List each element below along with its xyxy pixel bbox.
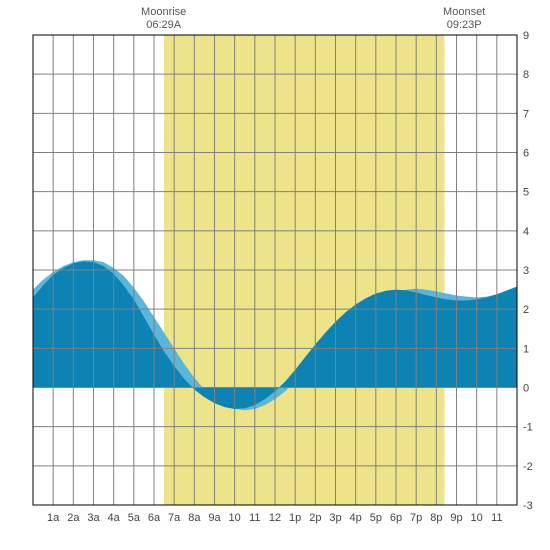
x-tick-label: 6p <box>390 512 402 524</box>
x-tick-label: 3p <box>329 512 341 524</box>
y-tick-label: -1 <box>523 422 533 434</box>
y-tick-label: 7 <box>523 108 529 120</box>
x-tick-label: 11 <box>491 512 502 524</box>
x-tick-label: 6a <box>148 512 161 524</box>
moonrise-time: 06:29A <box>146 19 182 31</box>
y-tick-label: 8 <box>523 69 529 81</box>
y-tick-label: 9 <box>523 30 529 42</box>
y-tick-label: 0 <box>523 383 529 395</box>
x-tick-label: 8p <box>430 512 442 524</box>
x-tick-label: 5p <box>370 512 382 524</box>
x-tick-label: 8a <box>188 512 201 524</box>
x-tick-label: 11 <box>249 512 260 524</box>
x-tick-label: 7p <box>410 512 422 524</box>
y-tick-label: -3 <box>523 500 533 512</box>
moonset-time: 09:23P <box>447 19 482 31</box>
x-tick-label: 4a <box>108 512 121 524</box>
x-tick-label: 5a <box>128 512 141 524</box>
chart-svg: 1a2a3a4a5a6a7a8a9a1011121p2p3p4p5p6p7p8p… <box>0 0 550 550</box>
x-tick-label: 12 <box>269 512 281 524</box>
x-tick-label: 1p <box>289 512 301 524</box>
x-tick-label: 7a <box>168 512 181 524</box>
y-tick-label: 2 <box>523 304 529 316</box>
y-tick-label: 5 <box>523 187 529 199</box>
x-tick-label: 3a <box>87 512 100 524</box>
tide-chart: 1a2a3a4a5a6a7a8a9a1011121p2p3p4p5p6p7p8p… <box>0 0 550 550</box>
x-tick-label: 10 <box>229 512 241 524</box>
x-tick-label: 2a <box>67 512 80 524</box>
x-tick-label: 10 <box>471 512 483 524</box>
x-tick-label: 9p <box>450 512 462 524</box>
y-tick-label: 1 <box>523 343 529 355</box>
moonrise-title: Moonrise <box>141 6 186 18</box>
y-tick-label: 6 <box>523 148 529 160</box>
x-tick-label: 1a <box>47 512 60 524</box>
y-tick-label: 3 <box>523 265 529 277</box>
y-tick-label: -2 <box>523 461 533 473</box>
y-tick-label: 4 <box>523 226 529 238</box>
moonset-title: Moonset <box>443 6 485 18</box>
x-tick-label: 4p <box>350 512 362 524</box>
x-tick-label: 2p <box>309 512 321 524</box>
x-tick-label: 9a <box>208 512 221 524</box>
